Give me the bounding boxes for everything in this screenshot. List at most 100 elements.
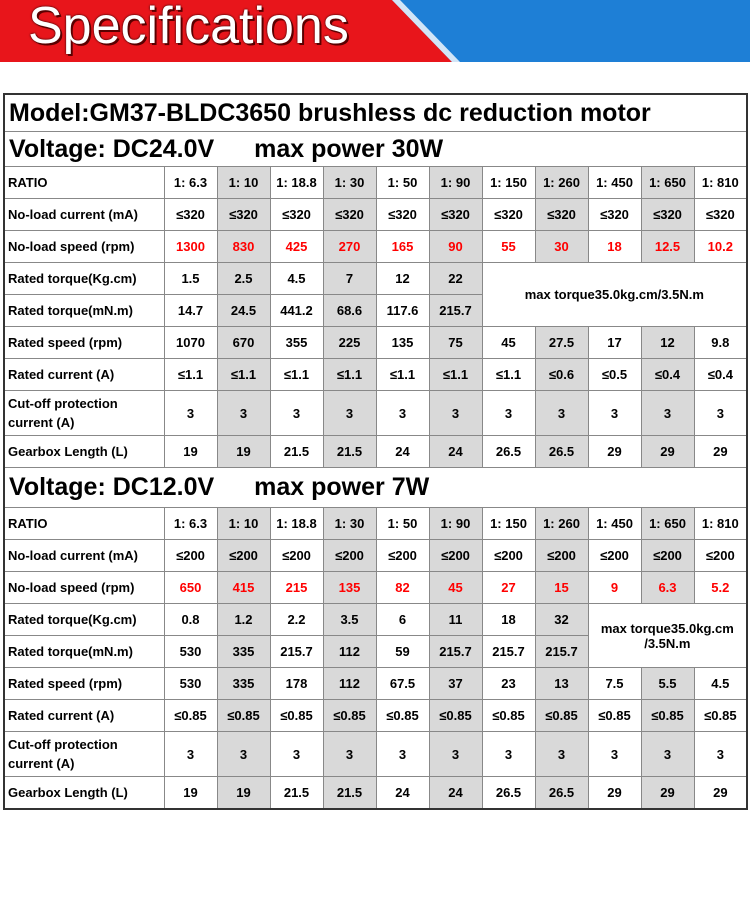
spec-value: 112 — [322, 635, 377, 668]
spec-value: 3 — [640, 731, 695, 777]
spec-value: 90 — [428, 230, 483, 263]
spec-value: 215.7 — [428, 635, 483, 668]
spec-value: 3 — [481, 731, 536, 777]
spec-value: 55 — [481, 230, 536, 263]
spec-value: 830 — [216, 230, 271, 263]
spec-value: 1: 18.8 — [269, 166, 324, 199]
spec-value: 67.5 — [375, 667, 430, 700]
row-label: Rated torque(mN.m) — [3, 635, 165, 668]
voltage-row: Voltage: DC12.0V max power 7W — [3, 467, 748, 508]
spec-value: 135 — [322, 571, 377, 604]
banner-divider — [392, 0, 460, 62]
spec-value: ≤1.1 — [163, 358, 218, 391]
spec-value: 13 — [534, 667, 589, 700]
spec-row: Rated current (A) ≤0.85 ≤0.85 ≤0.85 ≤0.85 ≤0.… — [3, 699, 748, 732]
spec-value: 4.5 — [269, 262, 324, 295]
spec-value: 3 — [534, 390, 589, 436]
row-label: Gearbox Length (L) — [3, 776, 165, 810]
spec-value: 650 — [163, 571, 218, 604]
spec-value: 9 — [587, 571, 642, 604]
spec-value: ≤0.6 — [534, 358, 589, 391]
spec-value: ≤200 — [428, 539, 483, 572]
spec-value: 3 — [534, 731, 589, 777]
voltage: Voltage: DC12.0V — [9, 473, 215, 501]
spec-value: 2.5 — [216, 262, 271, 295]
spec-value: 415 — [216, 571, 271, 604]
spec-value: ≤200 — [322, 539, 377, 572]
spec-value: 1070 — [163, 326, 218, 359]
spec-value: 5.5 — [640, 667, 695, 700]
spec-value: 21.5 — [269, 435, 324, 468]
spec-value: ≤0.85 — [428, 699, 483, 732]
spec-value: 3 — [375, 731, 430, 777]
spec-value: 3 — [269, 390, 324, 436]
banner: Specifications — [0, 0, 750, 62]
spec-value: 3 — [163, 731, 218, 777]
spec-value: 215.7 — [269, 635, 324, 668]
spec-row: No-load current (mA) ≤200 ≤200 ≤200 ≤200 ≤200… — [3, 539, 748, 572]
spec-value: 59 — [375, 635, 430, 668]
spec-value: 441.2 — [269, 294, 324, 327]
spec-value: 29 — [587, 776, 642, 810]
spec-value: ≤320 — [534, 198, 589, 231]
spec-row: Rated torque(Kg.cm) 1.5 2.5 4.5 7 12 22 max tor… — [3, 262, 748, 327]
spec-value: 1: 260 — [534, 166, 589, 199]
row-label: No-load speed (rpm) — [3, 571, 165, 604]
spec-value: 530 — [163, 635, 218, 668]
spec-value: 1.5 — [163, 262, 218, 295]
spec-value: 1: 30 — [322, 507, 377, 540]
spec-value: 19 — [216, 435, 271, 468]
spec-value: 1: 6.3 — [163, 166, 218, 199]
spec-value: 6.3 — [640, 571, 695, 604]
spec-value: 1: 150 — [481, 507, 536, 540]
spec-value: 530 — [163, 667, 218, 700]
spec-value: 6 — [375, 603, 430, 636]
spec-value: 24.5 — [216, 294, 271, 327]
spec-value: ≤320 — [375, 198, 430, 231]
spec-value: 18 — [481, 603, 536, 636]
spec-value: ≤200 — [534, 539, 589, 572]
spec-value: ≤320 — [481, 198, 536, 231]
spec-value: 355 — [269, 326, 324, 359]
spec-value: 215.7 — [481, 635, 536, 668]
row-label: Rated torque(Kg.cm) — [3, 603, 165, 636]
spec-value: ≤200 — [375, 539, 430, 572]
spec-value: ≤1.1 — [375, 358, 430, 391]
spec-row: No-load speed (rpm) 1300 830 425 270 165 90 55 3… — [3, 230, 748, 263]
spec-value: 3 — [216, 390, 271, 436]
spec-value: ≤200 — [163, 539, 218, 572]
spec-value: 12 — [375, 262, 430, 295]
spec-value: 24 — [428, 435, 483, 468]
model-row: Model:GM37-BLDC3650 brushless dc reducti… — [3, 93, 748, 132]
spec-value: 1: 150 — [481, 166, 536, 199]
spec-row: No-load speed (rpm) 650 415 215 135 82 45 27 15 9… — [3, 571, 748, 604]
spec-value: 75 — [428, 326, 483, 359]
row-label: Rated current (A) — [3, 358, 165, 391]
spec-value: 1: 90 — [428, 507, 483, 540]
voltage-cell: Voltage: DC12.0V max power 7W — [3, 467, 748, 508]
spec-value: ≤0.85 — [534, 699, 589, 732]
spec-value: 425 — [269, 230, 324, 263]
spec-value: ≤320 — [269, 198, 324, 231]
spec-value: 3 — [640, 390, 695, 436]
spec-value: 23 — [481, 667, 536, 700]
spec-value: 3 — [269, 731, 324, 777]
spec-value: 225 — [322, 326, 377, 359]
spec-value: 26.5 — [481, 776, 536, 810]
spec-row: No-load current (mA) ≤320 ≤320 ≤320 ≤320 ≤320… — [3, 198, 748, 231]
spec-value: 1: 450 — [587, 507, 642, 540]
spec-value: ≤200 — [269, 539, 324, 572]
max-power: max power 7W — [254, 473, 430, 501]
spec-value: 1: 650 — [640, 507, 695, 540]
spec-value: 4.5 — [693, 667, 748, 700]
spec-value: ≤1.1 — [428, 358, 483, 391]
spec-value: ≤1.1 — [322, 358, 377, 391]
spec-value: 3 — [163, 390, 218, 436]
spec-value: 1: 650 — [640, 166, 695, 199]
model-title: Model:GM37-BLDC3650 brushless dc reducti… — [3, 93, 748, 132]
spec-value: 335 — [216, 667, 271, 700]
spec-value: 3 — [216, 731, 271, 777]
spec-row: Rated speed (rpm) 530 335 178 112 67.5 37 23 13 7… — [3, 667, 748, 700]
spec-value: 3 — [322, 731, 377, 777]
row-label: RATIO — [3, 507, 165, 540]
